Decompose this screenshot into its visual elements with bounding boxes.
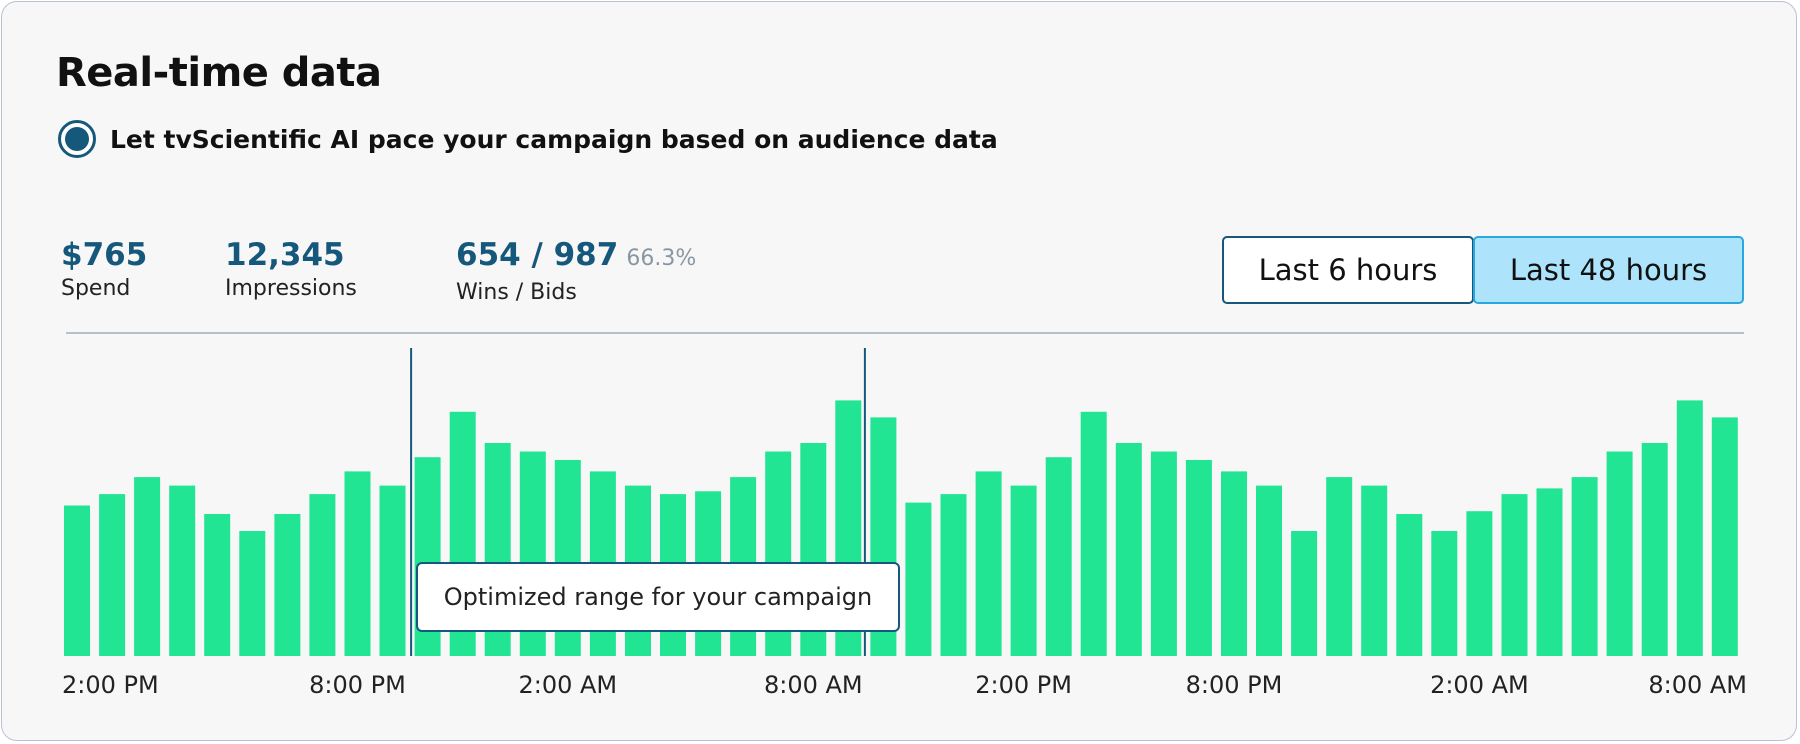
metric-spend: $765 Spend <box>61 236 147 301</box>
chart-bar-8 <box>344 471 371 656</box>
x-tick-label-7: 8:00 AM <box>1648 671 1747 699</box>
x-tick-label-5: 8:00 PM <box>1186 671 1283 699</box>
divider <box>66 332 1744 334</box>
optimized-range-tooltip: Optimized range for your campaign <box>416 562 900 632</box>
chart-bar-31 <box>1150 451 1177 656</box>
chart-bar-29 <box>1080 411 1107 656</box>
chart-bar-1 <box>99 494 126 656</box>
chart-bar-46 <box>1676 400 1703 656</box>
chart-bar-2 <box>134 477 161 656</box>
chart-bar-26 <box>975 471 1002 656</box>
spend-value: $765 <box>61 237 148 273</box>
x-tick-label-4: 2:00 PM <box>975 671 1072 699</box>
ai-pacing-label: Let tvScientific AI pace your campaign b… <box>110 124 998 154</box>
spend-label: Spend <box>61 276 131 301</box>
chart-bar-34 <box>1256 485 1282 656</box>
x-tick-label-1: 8:00 PM <box>309 671 406 699</box>
chart-bar-36 <box>1326 477 1353 656</box>
bar-chart: 2:00 PM 8:00 PM 2:00 AM 8:00 AM 2:00 PM 8:00 … <box>62 348 1747 699</box>
chart-bar-7 <box>309 494 336 656</box>
radio-selected-icon[interactable] <box>58 120 96 158</box>
chart-bar-3 <box>169 485 196 656</box>
win-rate-percent: 66.3% <box>626 246 697 271</box>
chart-bar-45 <box>1641 443 1668 656</box>
last-6-hours-button[interactable]: Last 6 hours <box>1222 236 1474 304</box>
wins-bids-row: 654 / 987 66.3% <box>456 236 696 278</box>
chart-bar-30 <box>1115 443 1142 656</box>
x-tick-label-3: 8:00 AM <box>764 671 863 699</box>
metric-impressions: 12,345 Impressions <box>225 236 357 301</box>
x-tick-label-2: 2:00 AM <box>518 671 617 699</box>
chart-bar-0 <box>64 505 90 656</box>
chart-bar-42 <box>1536 488 1563 656</box>
chart-bar-39 <box>1431 531 1458 656</box>
chart-bar-44 <box>1606 451 1633 656</box>
chart-bar-33 <box>1221 471 1247 656</box>
chart-bar-32 <box>1185 460 1212 656</box>
chart-bar-27 <box>1010 485 1037 656</box>
chart-bar-28 <box>1045 457 1072 656</box>
chart-bar-40 <box>1466 511 1493 656</box>
x-tick-label-6: 2:00 AM <box>1430 671 1529 699</box>
chart-bar-41 <box>1501 494 1528 656</box>
chart-bar-38 <box>1396 514 1423 656</box>
chart-bar-5 <box>239 531 266 656</box>
x-tick-label-0: 2:00 PM <box>62 671 159 699</box>
chart-bar-25 <box>940 494 967 656</box>
wins-bids-value: 654 / 987 <box>456 237 619 273</box>
ai-pacing-option[interactable]: Let tvScientific AI pace your campaign b… <box>58 120 998 158</box>
chart-bar-9 <box>379 485 406 656</box>
chart-bar-37 <box>1361 485 1388 656</box>
chart-bar-24 <box>905 502 932 656</box>
impressions-value: 12,345 <box>225 237 345 273</box>
last-48-hours-button[interactable]: Last 48 hours <box>1473 236 1744 304</box>
chart-bar-4 <box>204 514 231 656</box>
chart-bar-35 <box>1291 531 1318 656</box>
page-title: Real-time data <box>56 50 382 96</box>
metric-wins-bids: 654 / 987 66.3% Wins / Bids <box>456 236 696 305</box>
wins-bids-label: Wins / Bids <box>456 280 577 305</box>
chart-bar-43 <box>1571 477 1598 656</box>
impressions-label: Impressions <box>225 276 357 301</box>
chart-bar-47 <box>1711 417 1738 656</box>
chart-bar-6 <box>274 514 301 656</box>
